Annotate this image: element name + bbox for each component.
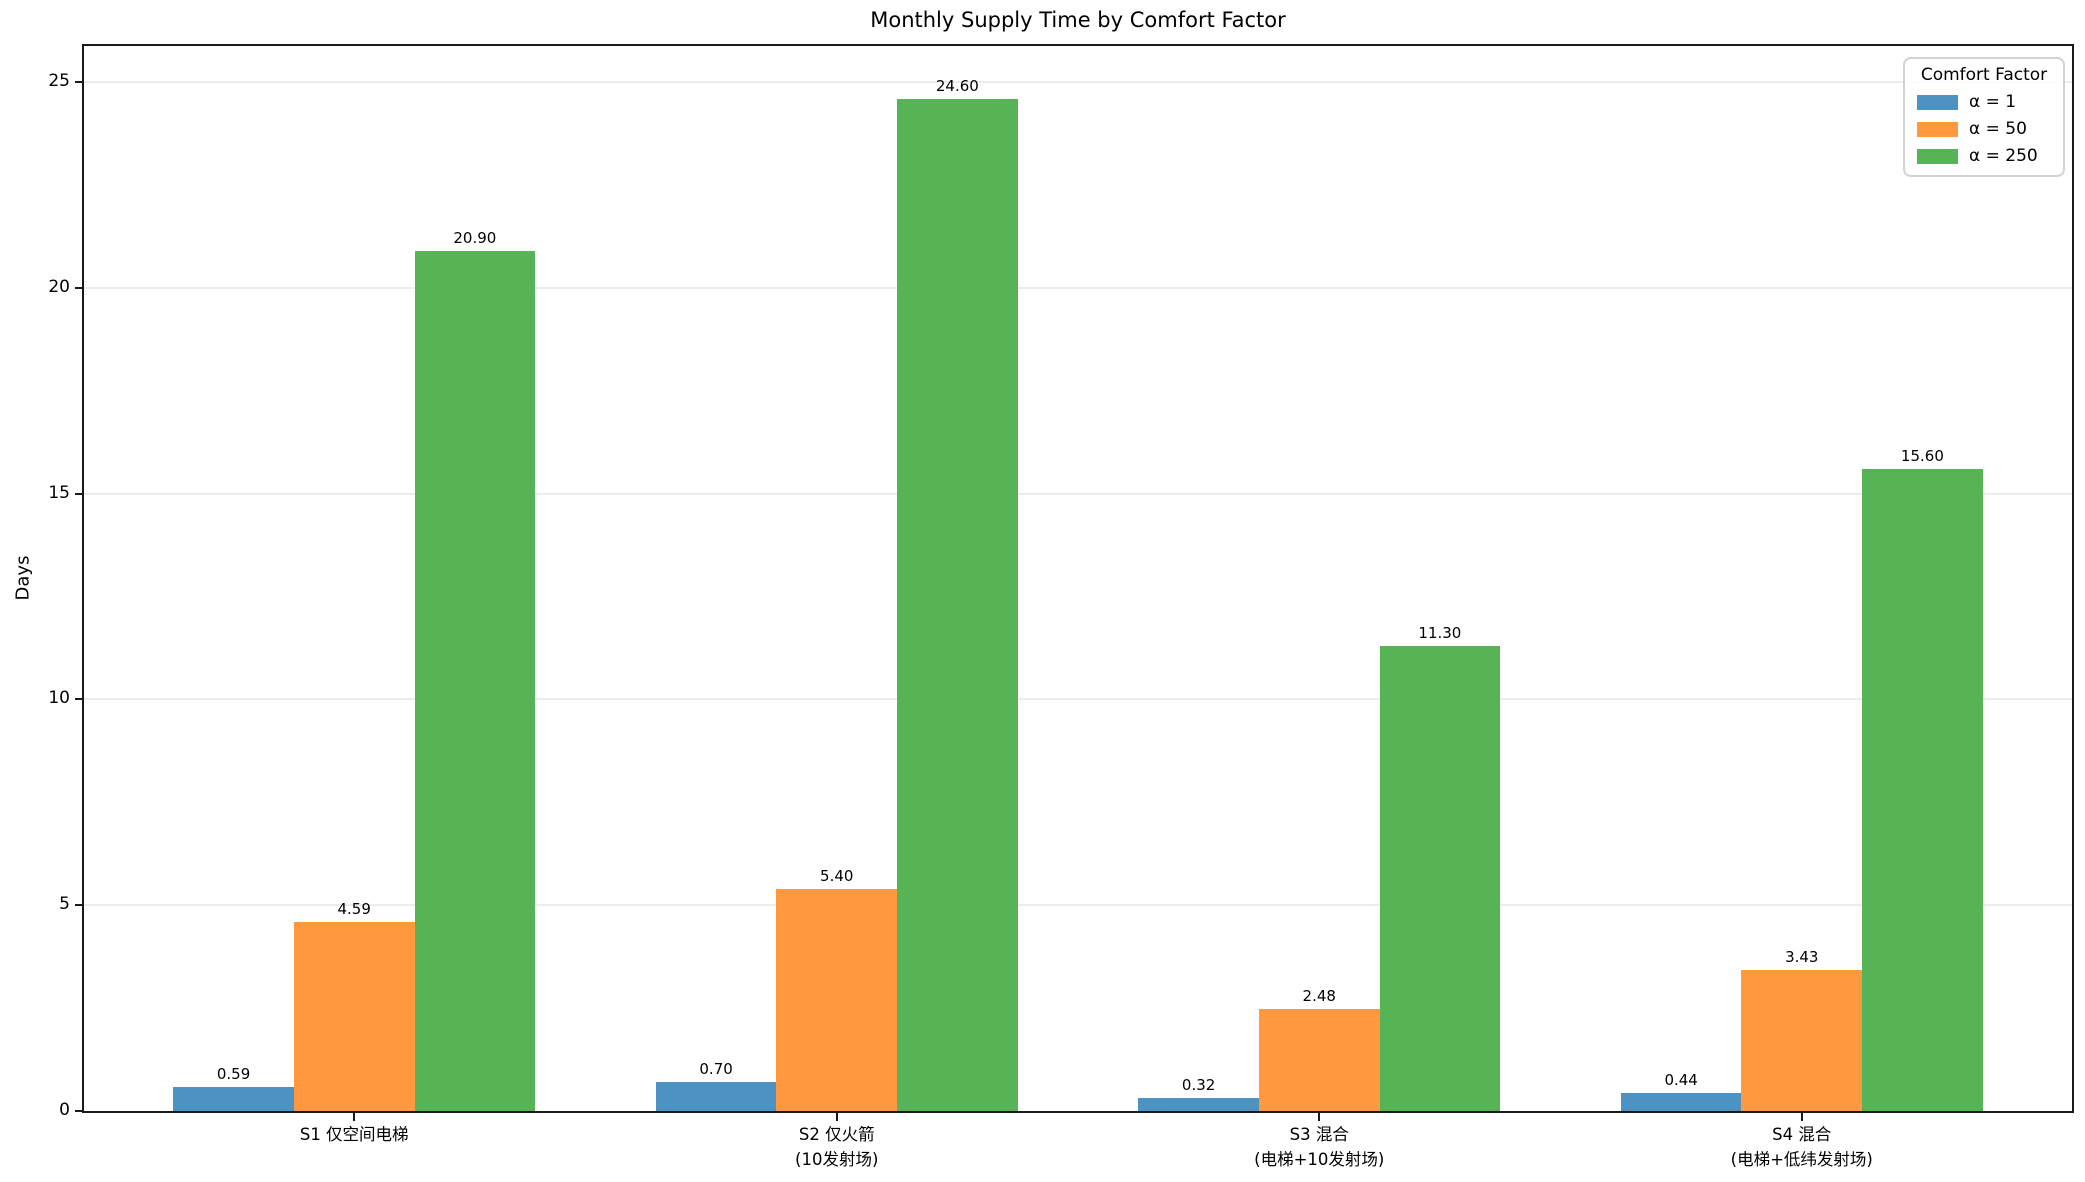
x-tick-mark [1800,1113,1803,1121]
bar-value-label: 4.59 [337,900,371,919]
bar-α=50-group3 [1258,1008,1380,1111]
bar-α=50-group4 [1741,969,1863,1111]
bar-α=250-group3 [1379,646,1501,1111]
x-tick-label-1: S1 仅空间电梯 [299,1125,409,1144]
legend-item: α = 50 [1917,119,2051,139]
legend-items: α = 1 α = 50 α = 250 [1917,92,2051,166]
plot-area: 0.59 0.70 0.32 0.44 4.59 5.40 2.48 3.43 20.90 24.… [84,46,2072,1111]
bar-α=1-group2 [655,1082,777,1111]
legend-swatch-icon [1917,94,1958,110]
x-tick-label-3: S3 混合 (电梯+10发射场) [1254,1125,1385,1169]
bar-value-label: 2.48 [1302,986,1336,1005]
bar-α=50-group1 [293,922,415,1111]
bar-value-label: 15.60 [1900,447,1944,466]
x-tick-mark [835,1113,838,1121]
bar-value-label: 0.59 [216,1064,251,1083]
gridline-y-20 [84,286,2072,289]
y-tick-label: 10 [48,688,70,709]
bar-value-label: 3.43 [1785,947,1819,966]
legend-item-label: α = 250 [1969,146,2038,166]
gridline-y-25 [84,81,2072,84]
legend-swatch-icon [1917,121,1958,137]
gridline-y-5 [84,904,2072,907]
y-tick-mark [75,698,84,701]
bar-α=1-group4 [1620,1092,1742,1111]
y-tick-mark [75,81,84,84]
bar-value-label: 20.90 [453,228,497,247]
bar-value-label: 24.60 [935,76,979,95]
bar-value-label: 11.30 [1418,624,1462,642]
y-tick-label: 0 [59,1100,70,1120]
bar-value-label: 5.40 [820,866,854,885]
gridline-y-15 [84,492,2072,495]
y-axis-label: Days [12,555,34,601]
bar-α=250-group4 [1862,469,1983,1111]
x-tick-mark [353,1113,356,1121]
y-tick-label: 25 [48,71,70,92]
bar-value-label: 0.32 [1181,1075,1216,1094]
bar-value-label: 0.70 [699,1060,733,1079]
bar-α=50-group2 [776,888,898,1111]
y-tick-label: 15 [48,482,70,503]
legend-item: α = 250 [1917,146,2051,166]
y-tick-label: 20 [48,276,70,297]
chart-title: Monthly Supply Time by Comfort Factor [870,8,1286,32]
x-tick-label-4: S4 混合 (电梯+低纬发射场) [1730,1125,1873,1169]
legend: Comfort Factor α = 1 α = 50 α = 250 [1903,57,2065,177]
legend-item-label: α = 50 [1969,119,2027,139]
x-tick-label-2: S2 仅火箭 (10发射场) [795,1125,879,1169]
y-tick-mark [75,492,84,495]
legend-swatch-icon [1917,148,1958,164]
x-tick-mark [1318,1113,1321,1121]
legend-item: α = 1 [1917,92,2051,112]
y-tick-mark [75,904,84,907]
y-tick-mark [75,286,84,289]
y-tick-mark [75,1110,84,1112]
bar-α=250-group2 [897,98,1018,1111]
bar-α=250-group1 [414,250,536,1111]
bar-value-label: 0.44 [1664,1070,1698,1089]
y-tick-label: 5 [59,894,70,915]
bar-α=1-group1 [173,1086,294,1111]
legend-title: Comfort Factor [1920,65,2048,85]
gridline-y-10 [84,698,2072,701]
legend-item-label: α = 1 [1969,92,2017,112]
bar-α=1-group3 [1138,1097,1259,1111]
